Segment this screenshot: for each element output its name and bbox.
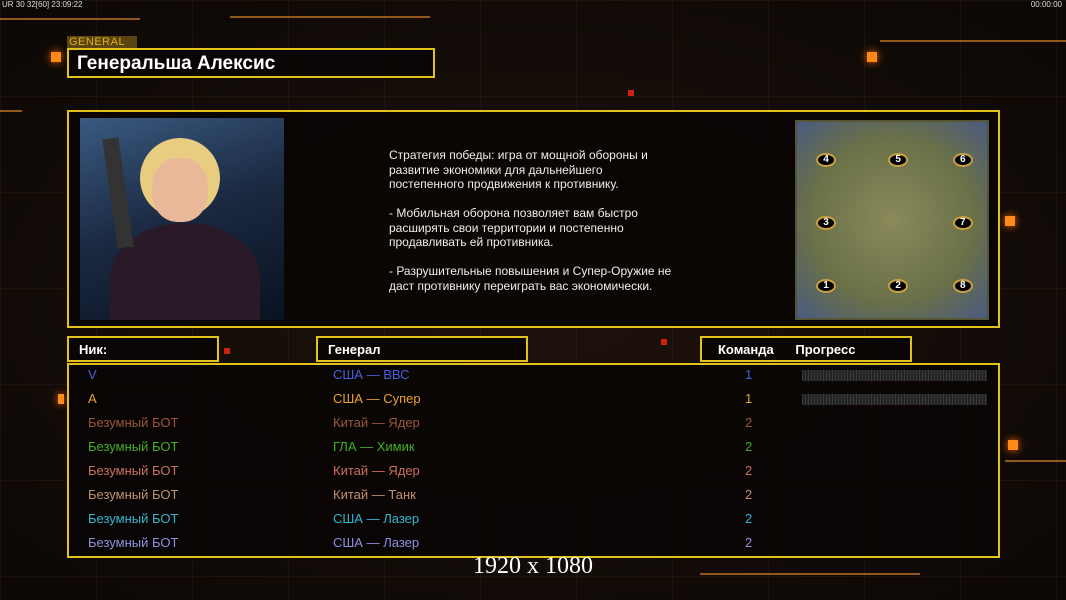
decor-square bbox=[51, 52, 61, 62]
decor-square bbox=[628, 90, 634, 96]
player-team: 2 bbox=[745, 439, 753, 454]
player-nick: V bbox=[88, 367, 97, 382]
player-team: 2 bbox=[745, 415, 753, 430]
decor-line bbox=[0, 18, 140, 20]
decor-line bbox=[1005, 460, 1066, 462]
decor-square bbox=[224, 348, 230, 354]
player-row: V США — ВВС 1 bbox=[69, 367, 998, 391]
player-nick: Безумный БОТ bbox=[88, 535, 179, 550]
decor-square bbox=[661, 339, 667, 345]
decor-square bbox=[1008, 440, 1018, 450]
player-general: Китай — Ядер bbox=[333, 463, 420, 478]
player-general: Китай — Ядер bbox=[333, 415, 420, 430]
player-team: 1 bbox=[745, 367, 753, 382]
player-row: Безумный БОТ Китай — Ядер 2 bbox=[69, 415, 998, 439]
player-row: Безумный БОТ Китай — Ядер 2 bbox=[69, 463, 998, 487]
column-header-general: Генерал bbox=[316, 336, 528, 362]
decor-line bbox=[0, 110, 22, 112]
player-row: A США — Супер 1 bbox=[69, 391, 998, 415]
player-team: 2 bbox=[745, 511, 753, 526]
start-position-marker: 5 bbox=[888, 153, 909, 168]
fps-counter: UR 30 32[60] 23:09:22 bbox=[2, 0, 83, 9]
column-header-progress: Прогресс bbox=[795, 342, 856, 357]
general-portrait bbox=[80, 118, 284, 320]
player-general: США — Лазер bbox=[333, 511, 420, 526]
column-header-team: Команда bbox=[718, 342, 774, 357]
general-tag: GENERAL bbox=[67, 36, 137, 48]
start-position-marker: 7 bbox=[952, 216, 973, 231]
decor-line bbox=[880, 40, 1066, 42]
player-row: Безумный БОТ США — Лазер 2 bbox=[69, 511, 998, 535]
player-nick: Безумный БОТ bbox=[88, 487, 179, 502]
clock: 00:00:00 bbox=[1030, 0, 1062, 9]
decor-square bbox=[58, 394, 64, 404]
start-position-marker: 8 bbox=[952, 278, 973, 293]
start-position-marker: 3 bbox=[816, 216, 836, 231]
start-position-marker: 4 bbox=[816, 153, 836, 168]
player-team: 1 bbox=[745, 391, 753, 406]
player-row: Безумный БОТ США — Лазер 2 bbox=[69, 535, 998, 559]
player-team: 2 bbox=[745, 487, 753, 502]
player-row: Безумный БОТ ГЛА — Химик 2 bbox=[69, 439, 998, 463]
player-team: 2 bbox=[745, 463, 753, 478]
player-general: США — Лазер bbox=[333, 535, 420, 550]
general-title: Генеральша Алексис bbox=[67, 48, 435, 78]
decor-square bbox=[867, 52, 877, 62]
decor-line bbox=[230, 16, 430, 18]
progress-bar bbox=[802, 370, 987, 381]
map-preview[interactable]: 1 2 3 4 5 6 7 8 bbox=[795, 120, 989, 320]
progress-bar bbox=[802, 394, 987, 405]
player-general: США — Супер bbox=[333, 391, 421, 406]
player-nick: Безумный БОТ bbox=[88, 415, 179, 430]
player-general: ГЛА — Химик bbox=[333, 439, 415, 454]
column-header-nick: Ник: bbox=[67, 336, 219, 362]
player-team: 2 bbox=[745, 535, 753, 550]
resolution-label: 1920 x 1080 bbox=[473, 553, 593, 579]
start-position-marker: 2 bbox=[888, 278, 909, 293]
player-nick: Безумный БОТ bbox=[88, 439, 179, 454]
start-position-marker: 1 bbox=[816, 278, 836, 293]
column-header-team-progress: Команда Прогресс bbox=[700, 336, 912, 362]
player-nick: Безумный БОТ bbox=[88, 463, 179, 478]
start-position-marker: 6 bbox=[952, 153, 973, 168]
player-row: Безумный БОТ Китай — Танк 2 bbox=[69, 487, 998, 511]
strategy-description: Стратегия победы: игра от мощной обороны… bbox=[389, 148, 672, 293]
player-nick: Безумный БОТ bbox=[88, 511, 179, 526]
player-general: США — ВВС bbox=[333, 367, 410, 382]
player-general: Китай — Танк bbox=[333, 487, 416, 502]
decor-square bbox=[1005, 216, 1015, 226]
decor-line bbox=[700, 573, 920, 575]
player-nick: A bbox=[88, 391, 97, 406]
players-table: V США — ВВС 1 A США — Супер 1 Безумный БОТ Кита… bbox=[67, 363, 1000, 558]
